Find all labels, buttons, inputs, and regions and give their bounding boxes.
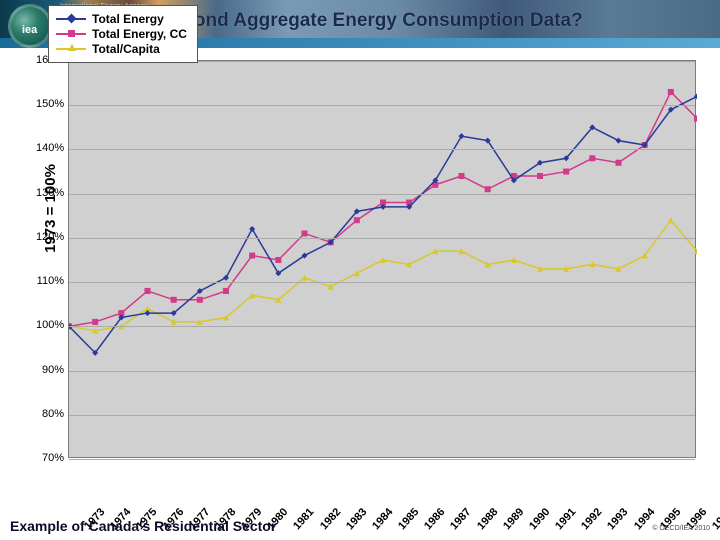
x-tick-label: 1986 xyxy=(422,506,447,532)
chart-container: 1973 = 100% 70%80%90%100%110%120%130%140… xyxy=(38,60,698,490)
legend-label: Total Energy, CC xyxy=(92,27,187,41)
x-tick-label: 1997 xyxy=(710,506,720,532)
logo-text: iea xyxy=(22,24,37,36)
y-tick-label: 150% xyxy=(36,98,64,110)
x-tick-label: 1982 xyxy=(318,506,343,532)
x-tick-label: 1990 xyxy=(527,506,552,532)
legend-label: Total Energy xyxy=(92,12,164,26)
copyright: © OECD/IEA 2010 xyxy=(652,525,710,532)
x-tick-label: 1992 xyxy=(579,506,604,532)
chart-svg xyxy=(69,61,697,459)
y-tick-label: 80% xyxy=(36,408,64,420)
y-tick-label: 100% xyxy=(36,319,64,331)
x-tick-label: 1983 xyxy=(344,506,369,532)
y-tick-label: 120% xyxy=(36,231,64,243)
y-tick-label: 90% xyxy=(36,364,64,376)
x-tick-label: 1981 xyxy=(291,506,316,532)
x-tick-label: 1987 xyxy=(448,506,473,532)
legend-item: Total/Capita xyxy=(56,42,187,56)
y-tick-label: 140% xyxy=(36,142,64,154)
legend: Total EnergyTotal Energy, CCTotal/Capita xyxy=(48,5,198,63)
legend-item: Total Energy xyxy=(56,12,187,26)
x-tick-label: 1988 xyxy=(475,506,500,532)
plot-area xyxy=(68,60,696,458)
legend-item: Total Energy, CC xyxy=(56,27,187,41)
y-tick-label: 110% xyxy=(36,275,64,287)
x-tick-label: 1984 xyxy=(370,506,395,532)
y-tick-label: 70% xyxy=(36,452,64,464)
y-tick-label: 130% xyxy=(36,187,64,199)
x-tick-label: 1991 xyxy=(553,506,578,532)
x-tick-label: 1985 xyxy=(396,506,421,532)
legend-label: Total/Capita xyxy=(92,42,160,56)
x-tick-label: 1989 xyxy=(501,506,526,532)
footer-caption: Example of Canada's Residential Sector xyxy=(10,518,276,534)
x-tick-label: 1993 xyxy=(605,506,630,532)
